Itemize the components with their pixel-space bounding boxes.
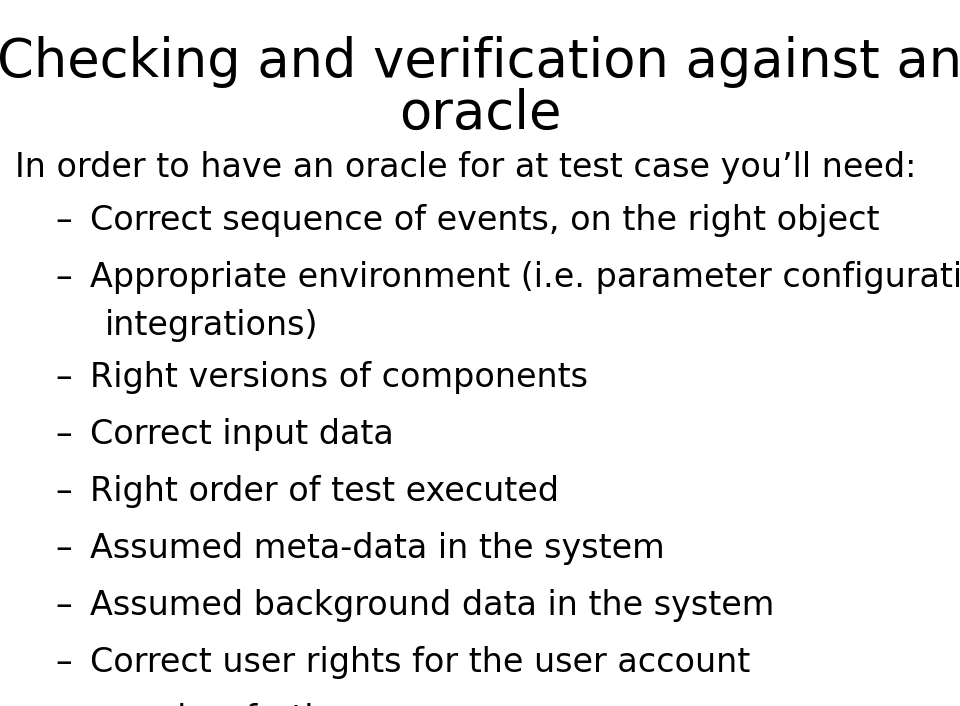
Text: Right versions of components: Right versions of components <box>90 361 588 394</box>
Text: Correct sequence of events, on the right object: Correct sequence of events, on the right… <box>90 204 879 237</box>
Text: –: – <box>55 532 72 565</box>
Text: Appropriate environment (i.e. parameter configuration,: Appropriate environment (i.e. parameter … <box>90 261 960 294</box>
Text: –: – <box>55 361 72 394</box>
Text: Checking and verification against an: Checking and verification against an <box>0 36 960 88</box>
Text: –: – <box>55 589 72 622</box>
Text: Assumed background data in the system: Assumed background data in the system <box>90 589 775 622</box>
Text: –: – <box>55 703 72 706</box>
Text: –: – <box>55 204 72 237</box>
Text: –: – <box>55 418 72 451</box>
Text: integrations): integrations) <box>105 309 319 342</box>
Text: Correct user rights for the user account: Correct user rights for the user account <box>90 646 751 679</box>
Text: –: – <box>55 646 72 679</box>
Text: Assumed meta-data in the system: Assumed meta-data in the system <box>90 532 664 565</box>
Text: oracle: oracle <box>398 88 562 140</box>
Text: Correct input data: Correct input data <box>90 418 394 451</box>
Text: In order to have an oracle for at test case you’ll need:: In order to have an oracle for at test c… <box>15 151 917 184</box>
Text: Right order of test executed: Right order of test executed <box>90 475 559 508</box>
Text: –: – <box>55 475 72 508</box>
Text: …and so forth: …and so forth <box>90 703 325 706</box>
Text: –: – <box>55 261 72 294</box>
